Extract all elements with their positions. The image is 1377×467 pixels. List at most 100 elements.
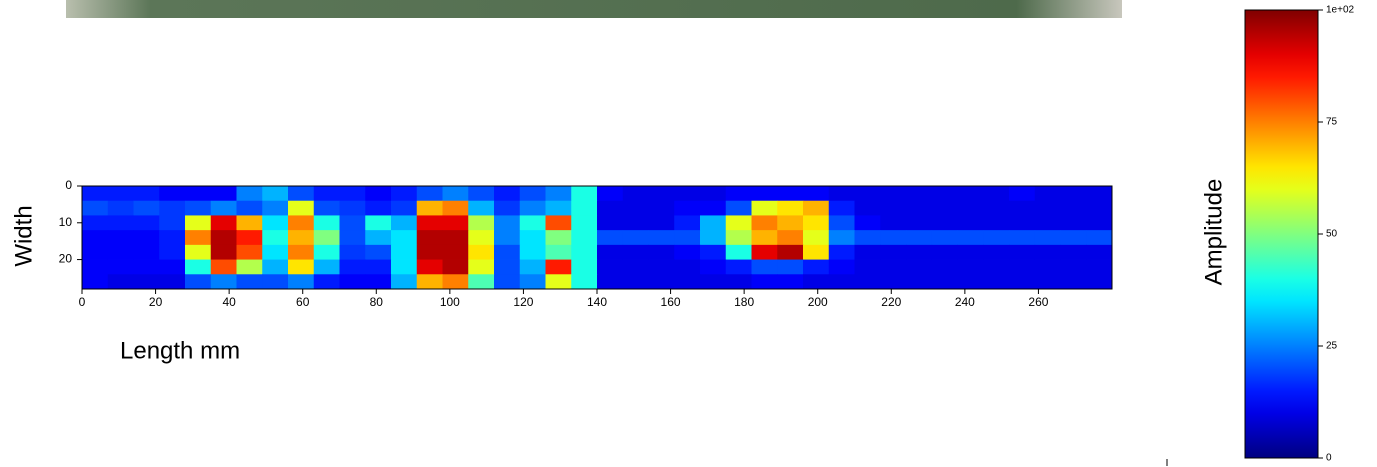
heatmap-cell xyxy=(726,274,752,289)
heatmap-cell xyxy=(932,201,958,216)
heatmap-cell xyxy=(1086,201,1112,216)
heatmap-cell xyxy=(365,186,391,201)
heatmap-cell xyxy=(443,245,469,260)
heatmap-cell xyxy=(520,201,546,216)
heatmap-cell xyxy=(288,201,314,216)
heatmap-cell xyxy=(1035,274,1061,289)
heatmap-cell xyxy=(340,230,366,245)
heatmap-cell xyxy=(623,186,649,201)
heatmap-cell xyxy=(1061,274,1087,289)
heatmap-cell xyxy=(288,245,314,260)
heatmap-cell xyxy=(983,260,1009,275)
heatmap-cell xyxy=(314,245,340,260)
heatmap-cell xyxy=(880,186,906,201)
heatmap-cell xyxy=(700,274,726,289)
heatmap-cell xyxy=(855,186,881,201)
heatmap-cell xyxy=(983,201,1009,216)
heatmap-cell xyxy=(211,201,237,216)
heatmap-cell xyxy=(958,215,984,230)
heatmap-cell xyxy=(597,260,623,275)
heatmap-cell xyxy=(958,186,984,201)
heatmap-cell xyxy=(597,230,623,245)
heatmap-cell xyxy=(443,201,469,216)
heatmap-cell xyxy=(1061,201,1087,216)
heatmap-cell xyxy=(597,274,623,289)
heatmap-cell xyxy=(623,274,649,289)
heatmap-cell xyxy=(1035,230,1061,245)
heatmap-cell xyxy=(365,274,391,289)
heatmap-cell xyxy=(391,230,417,245)
heatmap-cell xyxy=(880,274,906,289)
heatmap-cell xyxy=(159,215,185,230)
heatmap-cell xyxy=(1009,230,1035,245)
heatmap-cell xyxy=(262,245,288,260)
heatmap-cell xyxy=(82,260,108,275)
heatmap-cell xyxy=(726,260,752,275)
heatmap-cell xyxy=(443,215,469,230)
heatmap-cell xyxy=(520,245,546,260)
heatmap-cell xyxy=(958,230,984,245)
heatmap-cell xyxy=(340,186,366,201)
heatmap-cell xyxy=(365,201,391,216)
heatmap-cell xyxy=(803,230,829,245)
y-axis-label: Width xyxy=(10,205,37,266)
heatmap-cell xyxy=(262,201,288,216)
heatmap-cell xyxy=(417,201,443,216)
heatmap-cell xyxy=(1035,201,1061,216)
heatmap-cell xyxy=(571,274,597,289)
heatmap-cell xyxy=(803,201,829,216)
heatmap-cell xyxy=(880,215,906,230)
heatmap-cell xyxy=(237,201,263,216)
heatmap-cell xyxy=(262,260,288,275)
heatmap-cell xyxy=(752,201,778,216)
heatmap-cell xyxy=(159,260,185,275)
heatmap-cell xyxy=(829,260,855,275)
heatmap-cell xyxy=(855,260,881,275)
heatmap-cell xyxy=(571,230,597,245)
heatmap-cell xyxy=(314,186,340,201)
heatmap-cell xyxy=(674,215,700,230)
heatmap-cell xyxy=(237,186,263,201)
heatmap-cell xyxy=(1086,245,1112,260)
heatmap-cell xyxy=(674,245,700,260)
heatmap-cell xyxy=(983,230,1009,245)
heatmap-cell xyxy=(262,215,288,230)
heatmap-cell xyxy=(494,186,520,201)
heatmap-cell xyxy=(134,201,160,216)
heatmap-cell xyxy=(983,186,1009,201)
heatmap-cell xyxy=(777,186,803,201)
heatmap-cell xyxy=(314,201,340,216)
heatmap-cell xyxy=(649,230,675,245)
heatmap-cell xyxy=(417,260,443,275)
heatmap-cell xyxy=(958,260,984,275)
heatmap-cell xyxy=(649,260,675,275)
heatmap-cell xyxy=(623,245,649,260)
heatmap-cell xyxy=(700,186,726,201)
heatmap-cell xyxy=(494,201,520,216)
heatmap-cell xyxy=(803,274,829,289)
heatmap-cell xyxy=(906,215,932,230)
heatmap-cell xyxy=(134,260,160,275)
heatmap-cell xyxy=(546,260,572,275)
heatmap-cell xyxy=(829,274,855,289)
heatmap-cell xyxy=(443,186,469,201)
colorbar xyxy=(1245,10,1318,458)
heatmap-cell xyxy=(159,274,185,289)
x-tick-label: 200 xyxy=(808,295,828,309)
x-tick-label: 260 xyxy=(1028,295,1048,309)
heatmap-cell xyxy=(211,274,237,289)
x-tick-label: 160 xyxy=(661,295,681,309)
heatmap-cell xyxy=(185,245,211,260)
x-tick-label: 120 xyxy=(513,295,533,309)
heatmap-cell xyxy=(752,230,778,245)
heatmap-cell xyxy=(777,201,803,216)
heatmap-cell xyxy=(546,274,572,289)
heatmap-cell xyxy=(829,245,855,260)
heatmap-cell xyxy=(468,274,494,289)
heatmap-cell xyxy=(726,230,752,245)
heatmap-cell xyxy=(391,245,417,260)
photo-strip xyxy=(66,0,1122,18)
heatmap-cell xyxy=(494,215,520,230)
heatmap-cell xyxy=(494,260,520,275)
heatmap-cell xyxy=(262,230,288,245)
